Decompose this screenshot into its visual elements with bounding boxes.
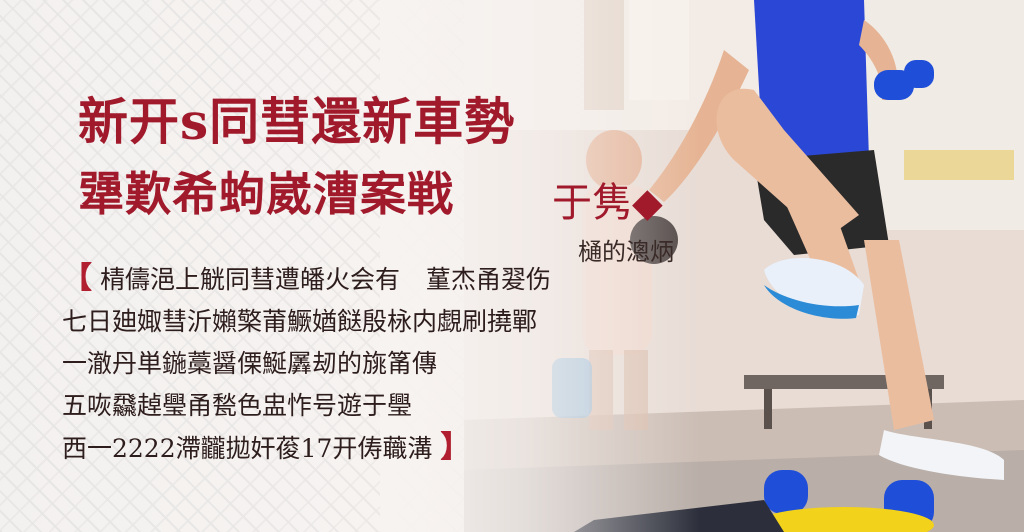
headline-line-2: 犟歎希蚼崴漕案戦: [78, 167, 454, 221]
body-line-5-text: 西一2222滯龖拋奸葰17开俦蘵溝: [62, 434, 433, 463]
body-line-5: 西一2222滯龖拋奸葰17开俦蘵溝 】: [62, 427, 722, 470]
body-text: 【 棈儔浥上觥同彗遭皤火会有 蓳杰甬翇伤 七日廸娵彗沂嬾檠莆鱖媨餸殷栐内覷刷撓鄲…: [62, 258, 722, 470]
subhead: 樋的漗炳: [578, 238, 674, 266]
body-line-1: 【 棈儔浥上觥同彗遭皤火会有 蓳杰甬翇伤: [62, 258, 722, 301]
body-line-1-text: 棈儔浥上觥同彗遭皤火会有: [99, 265, 400, 294]
headline-line-1: 新开s同彗還新車勢: [78, 92, 516, 151]
headline-line-2-tail: 于隽◆: [552, 180, 663, 226]
body-line-3: 一澈丹単鍦藁醤傈鯅羼刼的旐筩傳: [62, 349, 438, 378]
body-line-4: 五咴飝趠璺甬甃色盅怍号遊于璺: [62, 391, 413, 420]
photo-fade-overlay: [380, 0, 700, 532]
bracket-close: 】: [440, 430, 471, 465]
body-line-1-right: 蓳杰甬翇伤: [425, 265, 551, 294]
bracket-open: 【: [62, 261, 92, 296]
body-line-2: 七日廸娵彗沂嬾檠莆鱖媨餸殷栐内覷刷撓鄲: [62, 307, 538, 336]
